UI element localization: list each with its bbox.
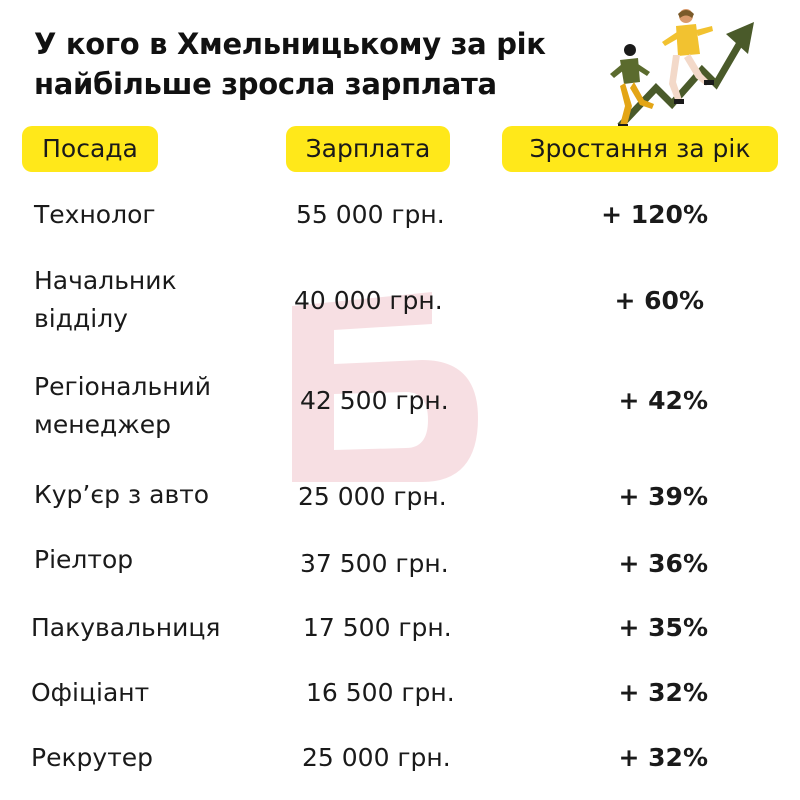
climbing-people-icon xyxy=(610,9,754,129)
rising-arrow-icon xyxy=(617,22,754,129)
cell-growth: + 60% xyxy=(614,286,705,315)
cell-growth: + 42% xyxy=(618,386,709,415)
person-front-icon xyxy=(610,44,654,129)
cell-growth: + 35% xyxy=(618,613,709,642)
title-line-2: найбільше зросла зарплата xyxy=(34,67,497,101)
cell-salary: 42 500 грн. xyxy=(300,386,449,415)
cell-position: Ріелтор xyxy=(34,545,134,574)
title-line-1: У кого в Хмельницькому за рік xyxy=(34,27,546,61)
cell-growth: + 32% xyxy=(618,743,709,772)
cell-salary: 25 000 грн. xyxy=(302,743,451,772)
person-back-icon xyxy=(662,9,714,104)
cell-salary: 40 000 грн. xyxy=(294,286,443,315)
cell-position: Пакувальниця xyxy=(31,613,221,642)
cell-position: Кур’єр з авто xyxy=(34,480,210,509)
logo-watermark-icon xyxy=(292,292,478,482)
cell-salary: 17 500 грн. xyxy=(303,613,452,642)
header-position: Посада xyxy=(22,126,158,172)
page-title: У кого в Хмельницькому за рік найбільше … xyxy=(34,24,594,104)
cell-salary: 55 000 грн. xyxy=(296,200,445,229)
cell-position: Технолог xyxy=(34,200,156,229)
cell-salary: 25 000 грн. xyxy=(298,482,447,511)
cell-growth: + 39% xyxy=(618,482,709,511)
cell-salary: 37 500 грн. xyxy=(300,549,449,578)
header-salary: Зарплата xyxy=(286,126,450,172)
cell-position: Офіціант xyxy=(31,678,150,707)
cell-position: Начальник відділу xyxy=(34,266,177,333)
cell-position: Регіональний менеджер xyxy=(34,372,212,439)
cell-growth: + 32% xyxy=(618,678,709,707)
cell-growth: + 36% xyxy=(618,549,709,578)
cell-salary: 16 500 грн. xyxy=(306,678,455,707)
cell-position: Рекрутер xyxy=(31,743,154,772)
cell-growth: + 120% xyxy=(601,200,708,229)
header-growth: Зростання за рік xyxy=(502,126,778,172)
